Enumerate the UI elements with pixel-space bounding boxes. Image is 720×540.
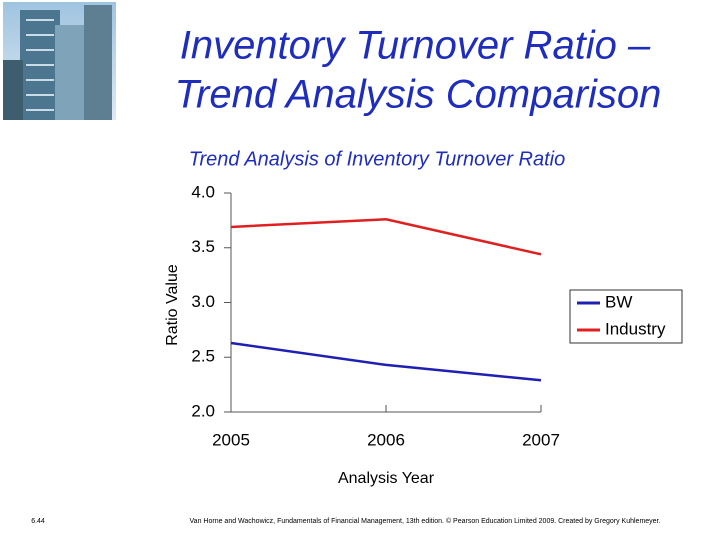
series-line xyxy=(230,341,542,382)
slide-title: Inventory Turnover Ratio – xyxy=(180,24,651,68)
chart-title: Trend Analysis of Inventory Turnover Rat… xyxy=(189,148,565,170)
x-tick-label: 2005 xyxy=(212,430,250,449)
y-tick-label: 2.5 xyxy=(191,347,215,366)
y-tick-label: 3.5 xyxy=(191,237,215,256)
page-number: 6.44 xyxy=(31,518,45,525)
series-line xyxy=(230,218,542,256)
legend-label: BW xyxy=(605,292,632,311)
legend-label: Industry xyxy=(605,319,666,338)
y-tick-label: 4.0 xyxy=(191,182,215,201)
x-tick-label: 2006 xyxy=(367,430,405,449)
y-tick-label: 3.0 xyxy=(191,292,215,311)
y-tick-label: 2.0 xyxy=(191,401,215,420)
legend-box xyxy=(569,289,683,344)
building-image xyxy=(3,2,116,120)
x-axis-label: Analysis Year xyxy=(338,470,435,487)
y-axis-label: Ratio Value xyxy=(164,264,181,346)
slide-title: Trend Analysis Comparison xyxy=(175,73,662,117)
footer: Van Horne and Wachowicz, Fundamentals of… xyxy=(190,517,661,525)
x-tick-label: 2007 xyxy=(522,430,560,449)
